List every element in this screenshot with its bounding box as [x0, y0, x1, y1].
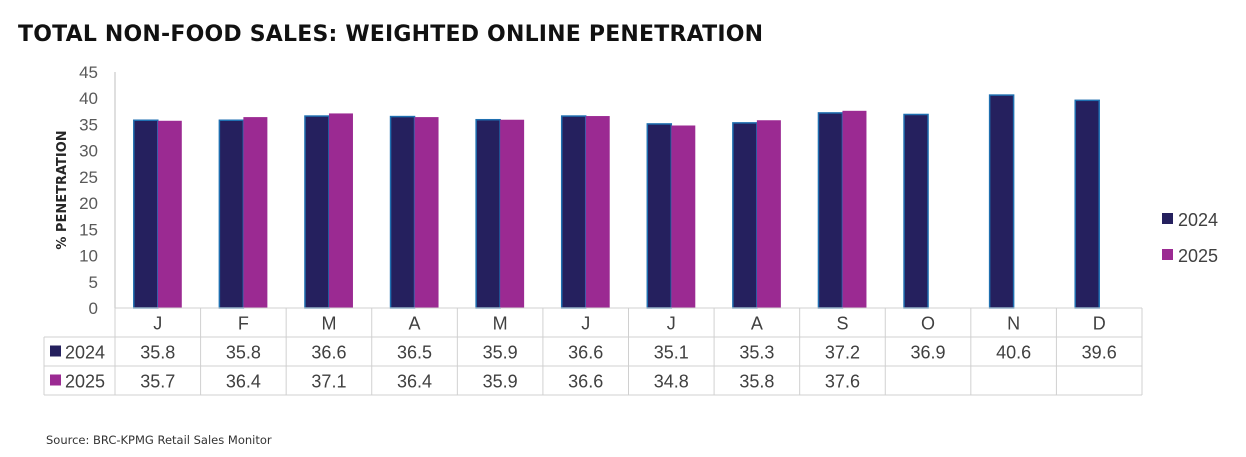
table-cell-value: 35.1	[654, 343, 689, 363]
table-cell-value: 36.4	[226, 372, 261, 392]
bar-2025-4	[414, 117, 439, 308]
x-category-label: O	[921, 314, 935, 334]
y-axis-title: % PENETRATION	[55, 130, 70, 249]
table-cell-value: 34.8	[654, 372, 689, 392]
bar-2025-8	[756, 120, 781, 308]
table-row-header: 2025	[65, 372, 105, 392]
bar-2025-2	[243, 117, 268, 308]
table-cell-value: 36.6	[568, 372, 603, 392]
bar-2025-9	[842, 110, 867, 308]
bar-2025-5	[500, 119, 525, 308]
x-category-label: M	[493, 314, 508, 334]
table-cell-value: 35.8	[739, 372, 774, 392]
x-category-label: D	[1093, 314, 1106, 334]
table-cell-value: 36.6	[568, 343, 603, 363]
table-cell-value: 37.2	[825, 343, 860, 363]
bar-2024-3	[304, 115, 330, 309]
y-tick-label: 25	[79, 168, 98, 187]
x-category-label: A	[409, 314, 421, 334]
legend-label-2025: 2025	[1178, 246, 1218, 266]
x-category-label: J	[153, 314, 162, 334]
chart-title: TOTAL NON-FOOD SALES: WEIGHTED ONLINE PE…	[18, 22, 764, 47]
bar-2024-6	[560, 115, 587, 309]
y-axis: 0 5 10 15 20 25 30 35 40 45	[79, 63, 116, 318]
x-category-label: M	[321, 314, 336, 334]
source-note: Source: BRC-KPMG Retail Sales Monitor	[46, 433, 272, 447]
y-axis-label-group: % PENETRATION	[55, 130, 70, 249]
table-cell-value: 40.6	[996, 343, 1031, 363]
bar-2024-9	[817, 112, 844, 309]
bars	[133, 94, 1100, 309]
y-tick-label: 5	[89, 273, 98, 292]
bar-2024-1	[133, 119, 159, 309]
bar-2024-10	[903, 113, 929, 309]
table-cell-value: 37.1	[311, 372, 346, 392]
y-tick-label: 40	[79, 89, 98, 108]
x-category-label: F	[238, 314, 249, 334]
y-tick-label: 35	[79, 115, 98, 134]
table-legend-swatch-2024	[50, 345, 61, 357]
table-cell-value: 37.6	[825, 372, 860, 392]
table-cell-value: 35.7	[140, 372, 175, 392]
bar-2024-7	[646, 123, 673, 309]
bar-2024-4	[389, 115, 416, 309]
data-table: J F M A M J J A S O N D 2024 35.8 35.8 36.6 36.5 35.9 36.6…	[43, 307, 1143, 396]
legend: 2024 2025	[1162, 210, 1218, 266]
y-tick-label: 10	[79, 247, 98, 266]
bar-2024-5	[475, 118, 501, 309]
x-category-label: A	[751, 314, 763, 334]
y-tick-label: 20	[79, 194, 98, 213]
bar-2025-1	[157, 120, 182, 308]
bar-2025-3	[328, 113, 353, 308]
table-cell-value: 35.8	[226, 343, 261, 363]
x-category-label: J	[581, 314, 590, 334]
table-row-header: 2024	[65, 343, 105, 363]
x-category-label: N	[1007, 314, 1020, 334]
table-cell-value: 35.8	[140, 343, 175, 363]
x-category-label: J	[667, 314, 676, 334]
table-cell-value: 36.4	[397, 372, 432, 392]
legend-label-2024: 2024	[1178, 210, 1218, 230]
bar-2024-8	[732, 122, 758, 309]
x-category-label: S	[836, 314, 848, 334]
table-cell-value: 36.6	[311, 343, 346, 363]
bar-2025-7	[671, 125, 696, 308]
y-tick-label: 30	[79, 142, 98, 161]
bar-2024-11	[988, 94, 1015, 309]
legend-swatch-2025	[1162, 249, 1173, 260]
table-cell-value: 36.9	[911, 343, 946, 363]
table-cell-value: 35.9	[483, 343, 518, 363]
table-cell-value: 36.5	[397, 343, 432, 363]
y-tick-label: 15	[79, 220, 98, 239]
legend-swatch-2024	[1162, 213, 1173, 224]
table-cell-value: 39.6	[1082, 343, 1117, 363]
bar-2024-12	[1074, 99, 1100, 309]
table-legend-swatch-2025	[50, 374, 61, 386]
table-cell-value: 35.9	[483, 372, 518, 392]
bar-2024-2	[218, 119, 245, 309]
y-tick-label: 45	[79, 63, 98, 82]
table-cell-value: 35.3	[739, 343, 774, 363]
y-tick-label: 0	[89, 299, 98, 318]
bar-2025-6	[585, 116, 610, 308]
